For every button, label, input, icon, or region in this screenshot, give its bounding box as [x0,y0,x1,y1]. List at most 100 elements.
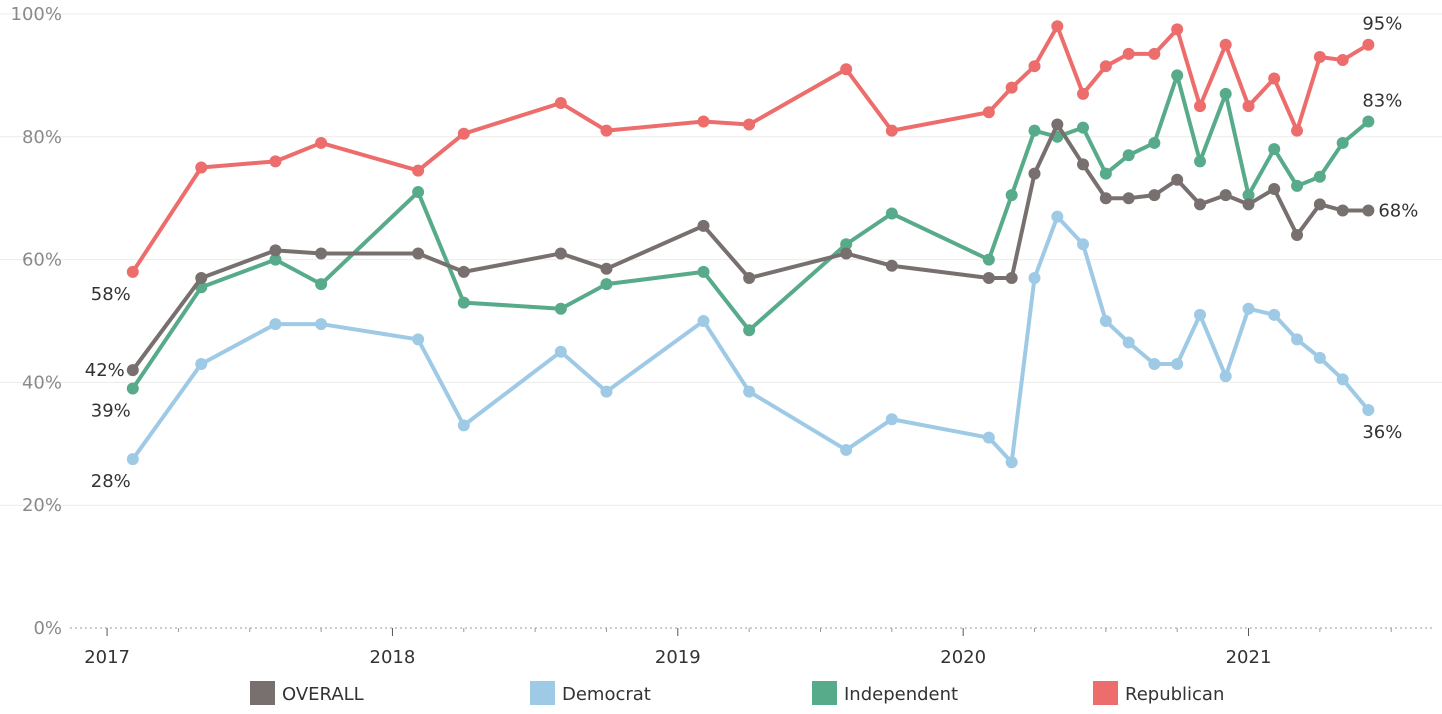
data-point-overall[interactable] [195,272,208,285]
data-point-republican[interactable] [315,136,328,149]
data-point-republican[interactable] [840,63,853,76]
data-point-republican[interactable] [1194,100,1207,113]
data-point-independent[interactable] [126,382,139,395]
data-point-republican[interactable] [1051,20,1064,33]
data-point-overall[interactable] [840,247,853,260]
data-point-democrat[interactable] [697,315,710,327]
data-point-republican[interactable] [1171,23,1184,36]
data-point-democrat[interactable] [1336,373,1349,386]
data-point-democrat[interactable] [554,345,567,358]
data-point-republican[interactable] [195,161,208,174]
data-point-democrat[interactable] [1077,238,1090,251]
data-point-republican[interactable] [1242,100,1255,113]
data-point-democrat[interactable] [1313,351,1326,364]
data-point-overall[interactable] [126,364,139,377]
data-point-overall[interactable] [1268,182,1281,195]
data-point-democrat[interactable] [315,318,328,331]
data-point-independent[interactable] [1077,121,1090,134]
data-point-independent[interactable] [1291,179,1304,192]
data-point-republican[interactable] [1077,87,1090,100]
data-point-overall[interactable] [1051,118,1064,131]
data-point-democrat[interactable] [1051,210,1064,223]
legend-swatch-independent[interactable] [812,681,837,705]
data-point-republican[interactable] [1099,60,1112,73]
data-point-republican[interactable] [1268,72,1281,85]
data-point-republican[interactable] [1291,124,1304,137]
data-point-democrat[interactable] [1194,308,1207,321]
data-point-independent[interactable] [1313,170,1326,183]
data-point-republican[interactable] [1005,81,1018,94]
data-point-overall[interactable] [412,247,425,260]
data-point-republican[interactable] [885,124,898,137]
data-point-independent[interactable] [1194,155,1207,168]
data-point-overall[interactable] [1219,189,1232,202]
data-point-overall[interactable] [1291,229,1304,242]
data-point-republican[interactable] [554,97,567,110]
data-point-democrat[interactable] [1171,357,1184,370]
data-point-independent[interactable] [554,302,567,315]
data-point-overall[interactable] [1005,272,1018,285]
data-point-democrat[interactable] [457,419,470,432]
data-point-democrat[interactable] [1242,302,1255,315]
data-point-independent[interactable] [1219,87,1232,100]
data-point-democrat[interactable] [412,333,425,346]
data-point-independent[interactable] [1148,136,1161,149]
legend-swatch-overall[interactable] [250,681,275,705]
data-point-independent[interactable] [1005,189,1018,202]
data-point-independent[interactable] [412,186,425,199]
data-point-republican[interactable] [1219,38,1232,51]
data-point-democrat[interactable] [885,413,898,426]
data-point-democrat[interactable] [840,443,853,456]
legend-label-independent[interactable]: Independent [844,684,958,705]
data-point-overall[interactable] [315,247,328,260]
data-point-republican[interactable] [1362,38,1375,51]
data-point-democrat[interactable] [1268,308,1281,321]
data-point-independent[interactable] [269,253,282,266]
data-point-republican[interactable] [457,127,470,140]
data-point-republican[interactable] [1148,47,1161,60]
data-point-independent[interactable] [1099,167,1112,180]
legend-label-democrat[interactable]: Democrat [562,684,651,705]
data-point-republican[interactable] [1028,60,1041,73]
data-point-overall[interactable] [1099,192,1112,205]
data-point-overall[interactable] [982,272,995,285]
data-point-independent[interactable] [743,324,756,337]
data-point-independent[interactable] [885,207,898,220]
data-point-overall[interactable] [1242,198,1255,211]
data-point-overall[interactable] [1194,198,1207,211]
data-point-overall[interactable] [1336,204,1349,217]
data-point-overall[interactable] [1171,173,1184,186]
data-point-independent[interactable] [1242,189,1255,202]
data-point-overall[interactable] [885,259,898,272]
data-point-independent[interactable] [1362,115,1375,128]
data-point-republican[interactable] [269,155,282,168]
data-point-independent[interactable] [982,253,995,266]
data-point-overall[interactable] [600,262,613,275]
data-point-democrat[interactable] [600,385,613,398]
data-point-republican[interactable] [412,164,425,177]
legend-label-republican[interactable]: Republican [1125,684,1224,705]
data-point-overall[interactable] [1148,189,1161,202]
data-point-democrat[interactable] [1219,370,1232,383]
data-point-republican[interactable] [126,265,139,278]
data-point-independent[interactable] [315,278,328,291]
data-point-overall[interactable] [554,247,567,260]
data-point-republican[interactable] [1122,47,1135,60]
data-point-independent[interactable] [1028,124,1041,137]
data-point-democrat[interactable] [1362,404,1375,417]
data-point-democrat[interactable] [982,431,995,444]
data-point-overall[interactable] [1028,167,1041,180]
data-point-overall[interactable] [269,244,282,257]
data-point-democrat[interactable] [1122,336,1135,349]
data-point-independent[interactable] [840,238,853,251]
data-point-democrat[interactable] [126,453,139,466]
data-point-republican[interactable] [600,124,613,137]
data-point-republican[interactable] [982,106,995,119]
legend-swatch-republican[interactable] [1093,681,1118,705]
data-point-republican[interactable] [1313,50,1326,63]
data-point-independent[interactable] [1268,143,1281,156]
data-point-independent[interactable] [457,296,470,309]
data-point-democrat[interactable] [1148,357,1161,370]
data-point-overall[interactable] [1077,158,1090,171]
data-point-overall[interactable] [697,219,710,232]
